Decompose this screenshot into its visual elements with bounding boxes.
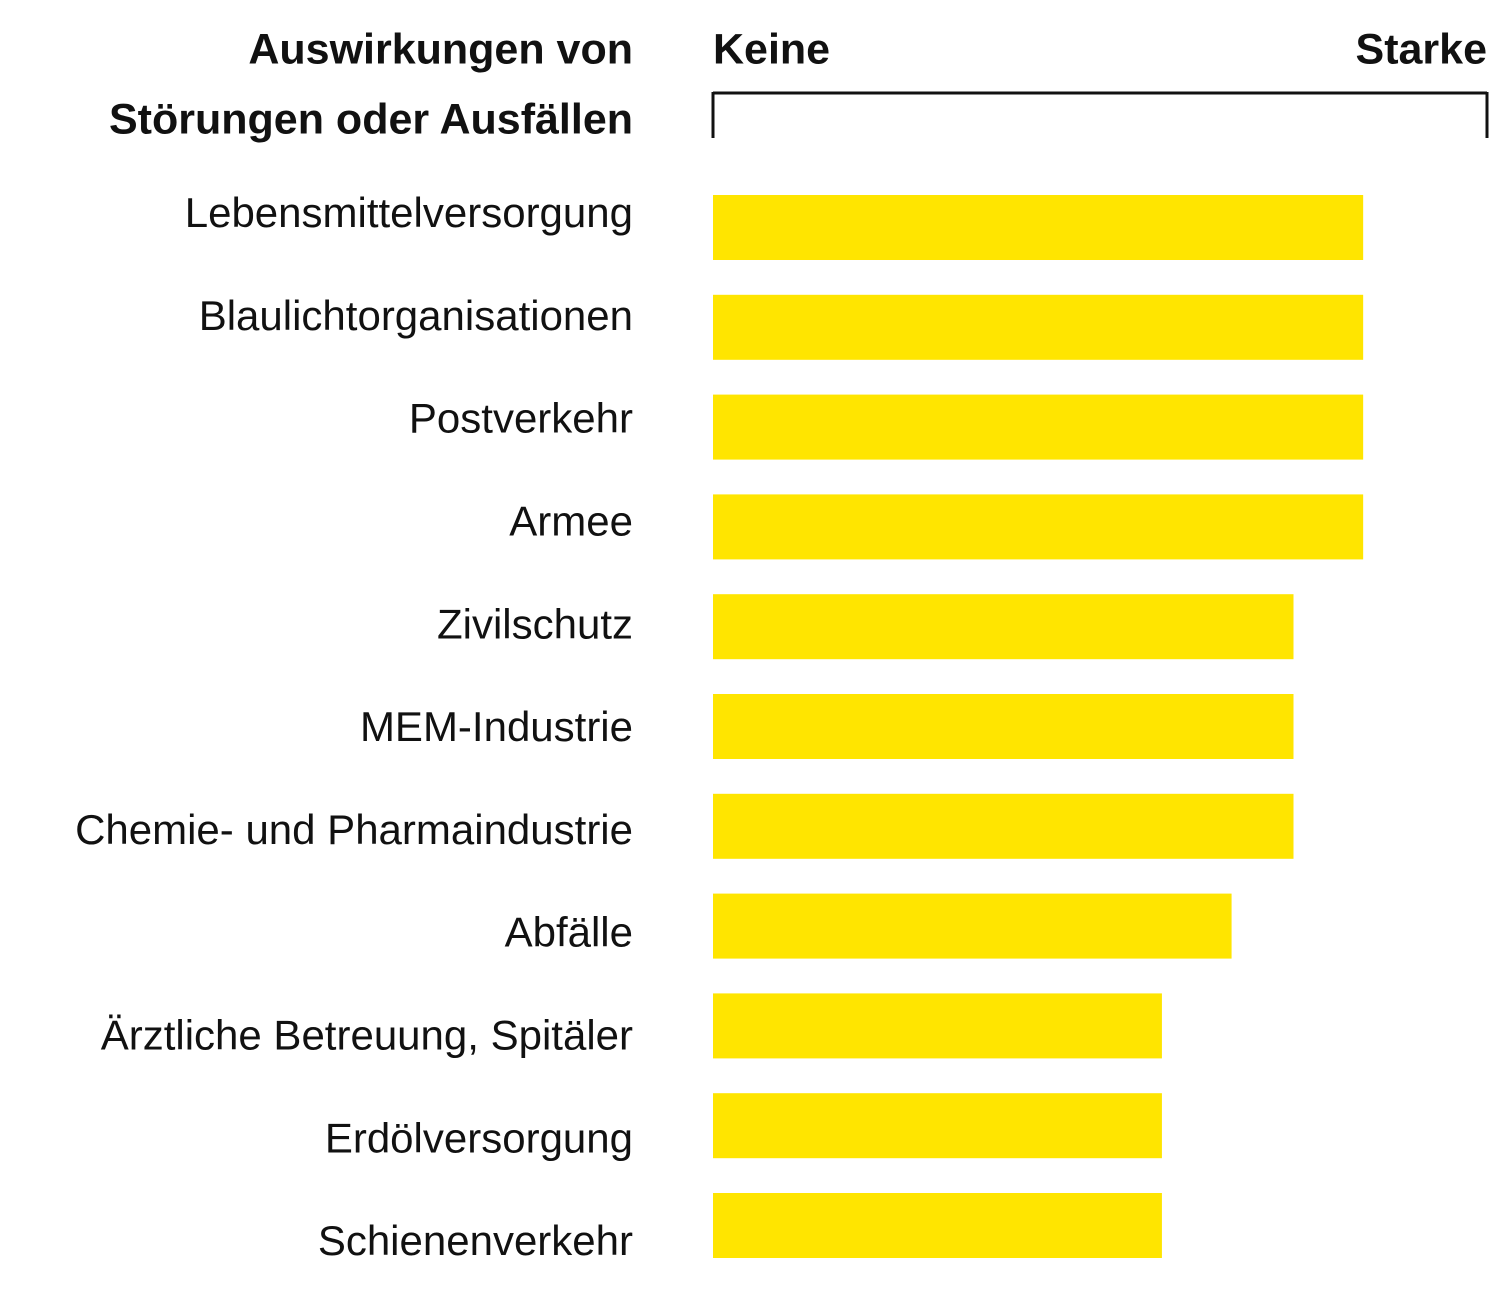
category-label: Ärztliche Betreuung, Spitäler bbox=[101, 1011, 633, 1058]
category-label: Schienenverkehr bbox=[318, 1217, 633, 1264]
bar bbox=[713, 195, 1364, 260]
bar bbox=[713, 294, 1364, 360]
category-label: Postverkehr bbox=[409, 395, 633, 442]
x-tick-label: Keine bbox=[713, 25, 830, 73]
category-label: Blaulichtorganisationen bbox=[199, 292, 633, 339]
category-label: Abfälle bbox=[505, 909, 633, 956]
bar bbox=[713, 494, 1364, 560]
bar bbox=[713, 793, 1294, 859]
bar bbox=[713, 893, 1232, 959]
chart-title: Auswirkungen von bbox=[248, 25, 633, 73]
bar bbox=[713, 1193, 1162, 1258]
bar bbox=[713, 1093, 1162, 1159]
bar bbox=[713, 394, 1364, 460]
bar bbox=[713, 694, 1294, 759]
category-label: Chemie- und Pharmaindustrie bbox=[75, 806, 633, 853]
x-tick-label: Starke bbox=[1356, 25, 1487, 73]
category-label: Erdölversorgung bbox=[325, 1114, 633, 1161]
category-label: Armee bbox=[509, 497, 633, 544]
bar bbox=[713, 993, 1162, 1059]
category-label: Lebensmittelversorgung bbox=[185, 189, 633, 236]
category-label: MEM-Industrie bbox=[360, 703, 633, 750]
bar bbox=[713, 594, 1294, 660]
category-label: Zivilschutz bbox=[437, 600, 633, 647]
chart-title: Störungen oder Ausfällen bbox=[109, 95, 633, 143]
